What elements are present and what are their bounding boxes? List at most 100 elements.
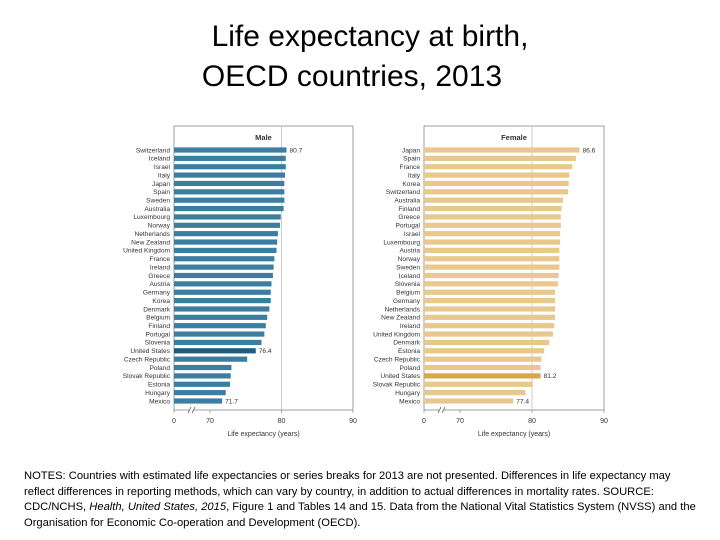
female-category-label: Italy — [408, 172, 421, 179]
male-bar — [174, 155, 286, 161]
notes-text: NOTES: Countries with estimated life exp… — [24, 469, 700, 531]
male-category-label: Israel — [154, 164, 171, 171]
female-bar — [424, 155, 576, 161]
male-bar — [174, 289, 271, 295]
female-category-label: Sweden — [396, 264, 420, 271]
male-bar — [174, 398, 223, 404]
female-category-label: Luxembourg — [383, 239, 420, 246]
notes-publication: Health, United States, 2015 — [89, 501, 227, 513]
male-axis-break-mark — [187, 406, 192, 414]
female-axis-break-gap — [439, 406, 444, 414]
male-data-label: 76.4 — [259, 348, 272, 355]
male-category-label: Germany — [143, 290, 171, 297]
female-category-label: Switzerland — [386, 189, 420, 196]
male-category-label: Italy — [158, 172, 171, 179]
female-category-label: Israel — [404, 231, 421, 238]
female-category-label: Portugal — [395, 223, 420, 230]
female-category-label: Belgium — [396, 290, 420, 297]
female-category-label: Norway — [398, 256, 421, 263]
male-bar — [174, 390, 226, 396]
female-bar — [424, 197, 563, 203]
female-bar — [424, 289, 556, 295]
male-bar — [174, 172, 286, 178]
male-data-label: 71.7 — [225, 398, 238, 405]
female-bar — [424, 314, 556, 320]
male-category-label: Czech Republic — [124, 356, 171, 363]
female-bar — [424, 373, 541, 379]
male-bar — [174, 147, 287, 153]
male-bar — [174, 189, 285, 195]
female-bar — [424, 189, 568, 195]
male-category-label: Slovenia — [145, 340, 171, 347]
notes-part-2: , Figure 1 and Tables 14 and 15. Data fr… — [24, 501, 696, 529]
male-bar — [174, 281, 272, 287]
male-category-label: France — [149, 256, 170, 263]
female-x-axis-label: Life expectancy (years) — [478, 431, 550, 438]
female-x-tick-label: 80 — [528, 418, 536, 425]
female-axis-break-mark — [441, 406, 446, 414]
male-category-label: Belgium — [146, 315, 170, 322]
male-bar — [174, 231, 278, 237]
male-x-tick-label: 0 — [172, 418, 176, 425]
female-category-label: Korea — [402, 181, 420, 188]
male-category-label: Australia — [144, 206, 170, 213]
male-bar — [174, 339, 262, 346]
male-category-label: Finland — [148, 323, 170, 330]
male-bar — [174, 180, 285, 187]
female-bar — [424, 323, 555, 329]
female-bar — [424, 231, 561, 237]
male-bar — [174, 298, 271, 304]
female-category-label: Ireland — [400, 323, 420, 330]
notes-part-1: NOTES: Countries with estimated life exp… — [24, 470, 671, 513]
male-category-label: Sweden — [146, 198, 170, 205]
female-x-tick-label: 70 — [456, 418, 464, 425]
female-bar — [424, 205, 562, 212]
male-axis-break-mark — [191, 406, 196, 414]
female-bar — [424, 239, 561, 245]
female-category-label: Denmark — [393, 340, 420, 347]
female-panel-title: Female — [501, 133, 527, 142]
chart-title-line-1: Life expectancy at birth, — [211, 20, 529, 53]
female-bar — [424, 264, 560, 270]
female-category-label: Japan — [402, 147, 420, 154]
male-bar — [174, 373, 231, 379]
female-category-label: Mexico — [399, 398, 420, 405]
female-category-label: Poland — [399, 365, 420, 372]
female-category-label: Germany — [393, 298, 421, 305]
female-bar — [424, 390, 526, 396]
female-bar — [424, 281, 558, 287]
male-category-label: Mexico — [149, 398, 170, 405]
female-data-label: 86.6 — [583, 147, 596, 154]
female-category-label: Finland — [398, 206, 420, 213]
male-bar — [174, 348, 256, 354]
male-x-tick-label: 90 — [349, 418, 357, 425]
female-x-tick-label: 90 — [600, 418, 608, 425]
male-category-label: Hungary — [145, 390, 171, 397]
female-bar — [424, 398, 514, 404]
male-category-label: Iceland — [149, 156, 171, 163]
female-bar — [424, 356, 542, 362]
male-bar — [174, 222, 281, 228]
female-bar — [424, 364, 541, 371]
female-category-label: Greece — [398, 214, 420, 221]
male-category-label: Ireland — [150, 264, 170, 271]
female-bar — [424, 331, 553, 337]
female-x-tick-label: 0 — [422, 418, 426, 425]
female-category-label: Australia — [394, 198, 420, 205]
male-bar — [174, 356, 248, 362]
male-category-label: Greece — [148, 273, 170, 280]
male-category-label: Switzerland — [136, 147, 170, 154]
male-category-label: Estonia — [148, 382, 170, 389]
male-data-label: 80.7 — [290, 147, 303, 154]
male-bar — [174, 239, 278, 245]
female-bar — [424, 298, 556, 304]
male-bar — [174, 381, 231, 387]
male-category-label: Slovak Republic — [123, 373, 171, 380]
male-bar — [174, 306, 270, 312]
male-category-label: Austria — [149, 281, 170, 288]
female-data-label: 77.4 — [516, 398, 529, 405]
male-axis-break-gap — [189, 406, 194, 414]
female-bar — [424, 272, 559, 279]
female-bar — [424, 381, 533, 387]
